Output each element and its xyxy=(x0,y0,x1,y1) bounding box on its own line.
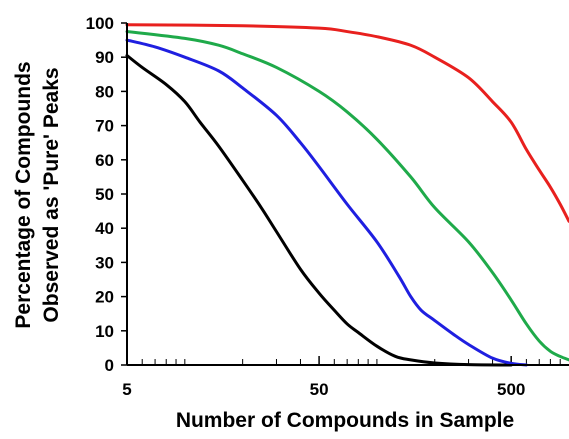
x-tick-label: 5 xyxy=(122,380,131,399)
x-tick-label: 50 xyxy=(310,380,329,399)
series-line-2 xyxy=(125,38,528,367)
series-layer xyxy=(125,23,569,367)
y-tick-label: 80 xyxy=(95,82,114,101)
y-tick-label: 100 xyxy=(86,14,114,33)
series-line-1 xyxy=(125,53,513,367)
x-axis-ticks: 5 50 500 xyxy=(122,356,561,399)
y-axis-title-line-2: Observed as 'Pure' Peaks xyxy=(40,67,63,322)
y-tick-label: 30 xyxy=(95,253,114,272)
series-line-4 xyxy=(125,23,569,223)
y-tick-label: 60 xyxy=(95,151,114,170)
y-tick-label: 50 xyxy=(95,185,114,204)
y-tick-label: 40 xyxy=(95,219,114,238)
y-tick-label: 10 xyxy=(95,322,114,341)
y-axis-ticks: 0 10 20 30 40 50 60 70 80 90 100 xyxy=(86,14,127,375)
y-tick-label: 70 xyxy=(95,117,114,136)
y-tick-label: 0 xyxy=(105,356,114,375)
x-tick-label: 500 xyxy=(497,380,525,399)
y-axis-title-line-1: Percentage of Compounds xyxy=(12,61,35,328)
y-tick-label: 90 xyxy=(95,48,114,67)
x-axis-title: Number of Compounds in Sample xyxy=(176,409,514,432)
series-line-3 xyxy=(125,30,569,362)
y-tick-label: 20 xyxy=(95,288,114,307)
